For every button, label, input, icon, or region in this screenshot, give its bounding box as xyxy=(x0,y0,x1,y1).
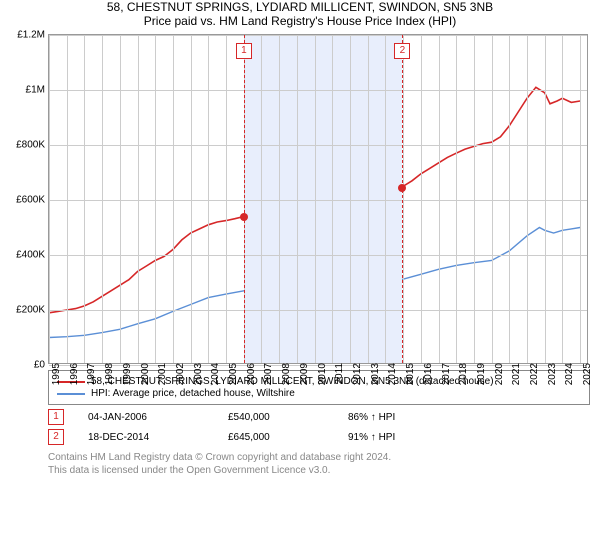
x-axis-label: 2013 xyxy=(368,363,381,385)
transactions-table: 1 04-JAN-2006 £540,000 86% ↑ HPI 2 18-DE… xyxy=(48,409,590,445)
x-axis-label: 2019 xyxy=(474,363,487,385)
v-gridline xyxy=(67,35,68,363)
plot: £0£200K£400K£600K£800K£1M£1.2M1995199619… xyxy=(48,34,588,364)
transaction-marker-box: 2 xyxy=(394,43,410,59)
v-gridline xyxy=(332,35,333,363)
v-gridline xyxy=(191,35,192,363)
y-axis-label: £600K xyxy=(16,195,49,206)
y-axis-label: £0 xyxy=(34,360,49,371)
footer: Contains HM Land Registry data © Crown c… xyxy=(48,451,590,477)
v-gridline xyxy=(297,35,298,363)
h-gridline xyxy=(49,310,587,311)
v-gridline xyxy=(279,35,280,363)
v-gridline xyxy=(261,35,262,363)
x-axis-label: 1998 xyxy=(102,363,115,385)
legend-swatch-2 xyxy=(57,393,85,395)
x-axis-label: 2005 xyxy=(226,363,239,385)
transaction-marker-box: 1 xyxy=(236,43,252,59)
v-gridline xyxy=(120,35,121,363)
footer-line-2: This data is licensed under the Open Gov… xyxy=(48,464,590,477)
x-axis-label: 2023 xyxy=(545,363,558,385)
v-gridline xyxy=(138,35,139,363)
x-axis-label: 2008 xyxy=(279,363,292,385)
x-axis-label: 2015 xyxy=(403,363,416,385)
transaction-date-2: 18-DEC-2014 xyxy=(88,432,228,443)
x-axis-label: 2009 xyxy=(297,363,310,385)
x-axis-label: 2010 xyxy=(315,363,328,385)
x-axis-label: 2002 xyxy=(173,363,186,385)
v-gridline xyxy=(368,35,369,363)
x-axis-label: 2007 xyxy=(261,363,274,385)
v-gridline xyxy=(155,35,156,363)
v-gridline xyxy=(102,35,103,363)
footer-line-1: Contains HM Land Registry data © Crown c… xyxy=(48,451,590,464)
x-axis-label: 2001 xyxy=(155,363,168,385)
h-gridline xyxy=(49,145,587,146)
v-gridline xyxy=(350,35,351,363)
transaction-pct-2: 91% ↑ HPI xyxy=(348,432,590,443)
y-axis-label: £1M xyxy=(26,85,49,96)
v-gridline xyxy=(545,35,546,363)
x-axis-label: 2024 xyxy=(562,363,575,385)
x-axis-label: 2020 xyxy=(492,363,505,385)
v-gridline xyxy=(492,35,493,363)
transaction-dot xyxy=(240,213,248,221)
x-axis-label: 2021 xyxy=(509,363,522,385)
x-axis-label: 2018 xyxy=(456,363,469,385)
v-gridline xyxy=(84,35,85,363)
x-axis-label: 2022 xyxy=(527,363,540,385)
v-gridline xyxy=(456,35,457,363)
y-axis-label: £800K xyxy=(16,140,49,151)
x-axis-label: 2012 xyxy=(350,363,363,385)
v-gridline xyxy=(421,35,422,363)
chart-subtitle: Price paid vs. HM Land Registry's House … xyxy=(0,14,600,28)
v-gridline xyxy=(315,35,316,363)
transaction-price-2: £645,000 xyxy=(228,432,348,443)
x-axis-label: 2011 xyxy=(332,363,345,385)
transaction-pct-1: 86% ↑ HPI xyxy=(348,412,590,423)
v-gridline xyxy=(385,35,386,363)
shaded-band xyxy=(244,35,402,363)
x-axis-label: 2014 xyxy=(385,363,398,385)
x-axis-label: 2004 xyxy=(208,363,221,385)
v-gridline xyxy=(562,35,563,363)
x-axis-label: 1995 xyxy=(49,363,62,385)
h-gridline xyxy=(49,255,587,256)
x-axis-label: 2003 xyxy=(191,363,204,385)
h-gridline xyxy=(49,90,587,91)
y-axis-label: £200K xyxy=(16,305,49,316)
x-axis-label: 2000 xyxy=(138,363,151,385)
chart-area: £0£200K£400K£600K£800K£1M£1.2M1995199619… xyxy=(48,34,590,364)
legend-row-2: HPI: Average price, detached house, Wilt… xyxy=(57,388,581,399)
chart-title: 58, CHESTNUT SPRINGS, LYDIARD MILLICENT,… xyxy=(0,0,600,14)
v-gridline xyxy=(208,35,209,363)
transaction-vline xyxy=(244,35,245,363)
v-gridline xyxy=(509,35,510,363)
h-gridline xyxy=(49,200,587,201)
v-gridline xyxy=(226,35,227,363)
x-axis-label: 2017 xyxy=(439,363,452,385)
h-gridline xyxy=(49,35,587,36)
x-axis-label: 2025 xyxy=(580,363,593,385)
x-axis-label: 1999 xyxy=(120,363,133,385)
x-axis-label: 2006 xyxy=(244,363,257,385)
transaction-vline xyxy=(402,35,403,363)
v-gridline xyxy=(49,35,50,363)
transaction-price-1: £540,000 xyxy=(228,412,348,423)
v-gridline xyxy=(173,35,174,363)
y-axis-label: £1.2M xyxy=(17,30,49,41)
legend-label-2: HPI: Average price, detached house, Wilt… xyxy=(91,388,295,399)
transaction-marker-2: 2 xyxy=(48,429,64,445)
v-gridline xyxy=(474,35,475,363)
v-gridline xyxy=(439,35,440,363)
transaction-date-1: 04-JAN-2006 xyxy=(88,412,228,423)
transaction-marker-1: 1 xyxy=(48,409,64,425)
transaction-dot xyxy=(398,184,406,192)
v-gridline xyxy=(580,35,581,363)
x-axis-label: 2016 xyxy=(421,363,434,385)
x-axis-label: 1996 xyxy=(67,363,80,385)
v-gridline xyxy=(527,35,528,363)
y-axis-label: £400K xyxy=(16,250,49,261)
x-axis-label: 1997 xyxy=(84,363,97,385)
